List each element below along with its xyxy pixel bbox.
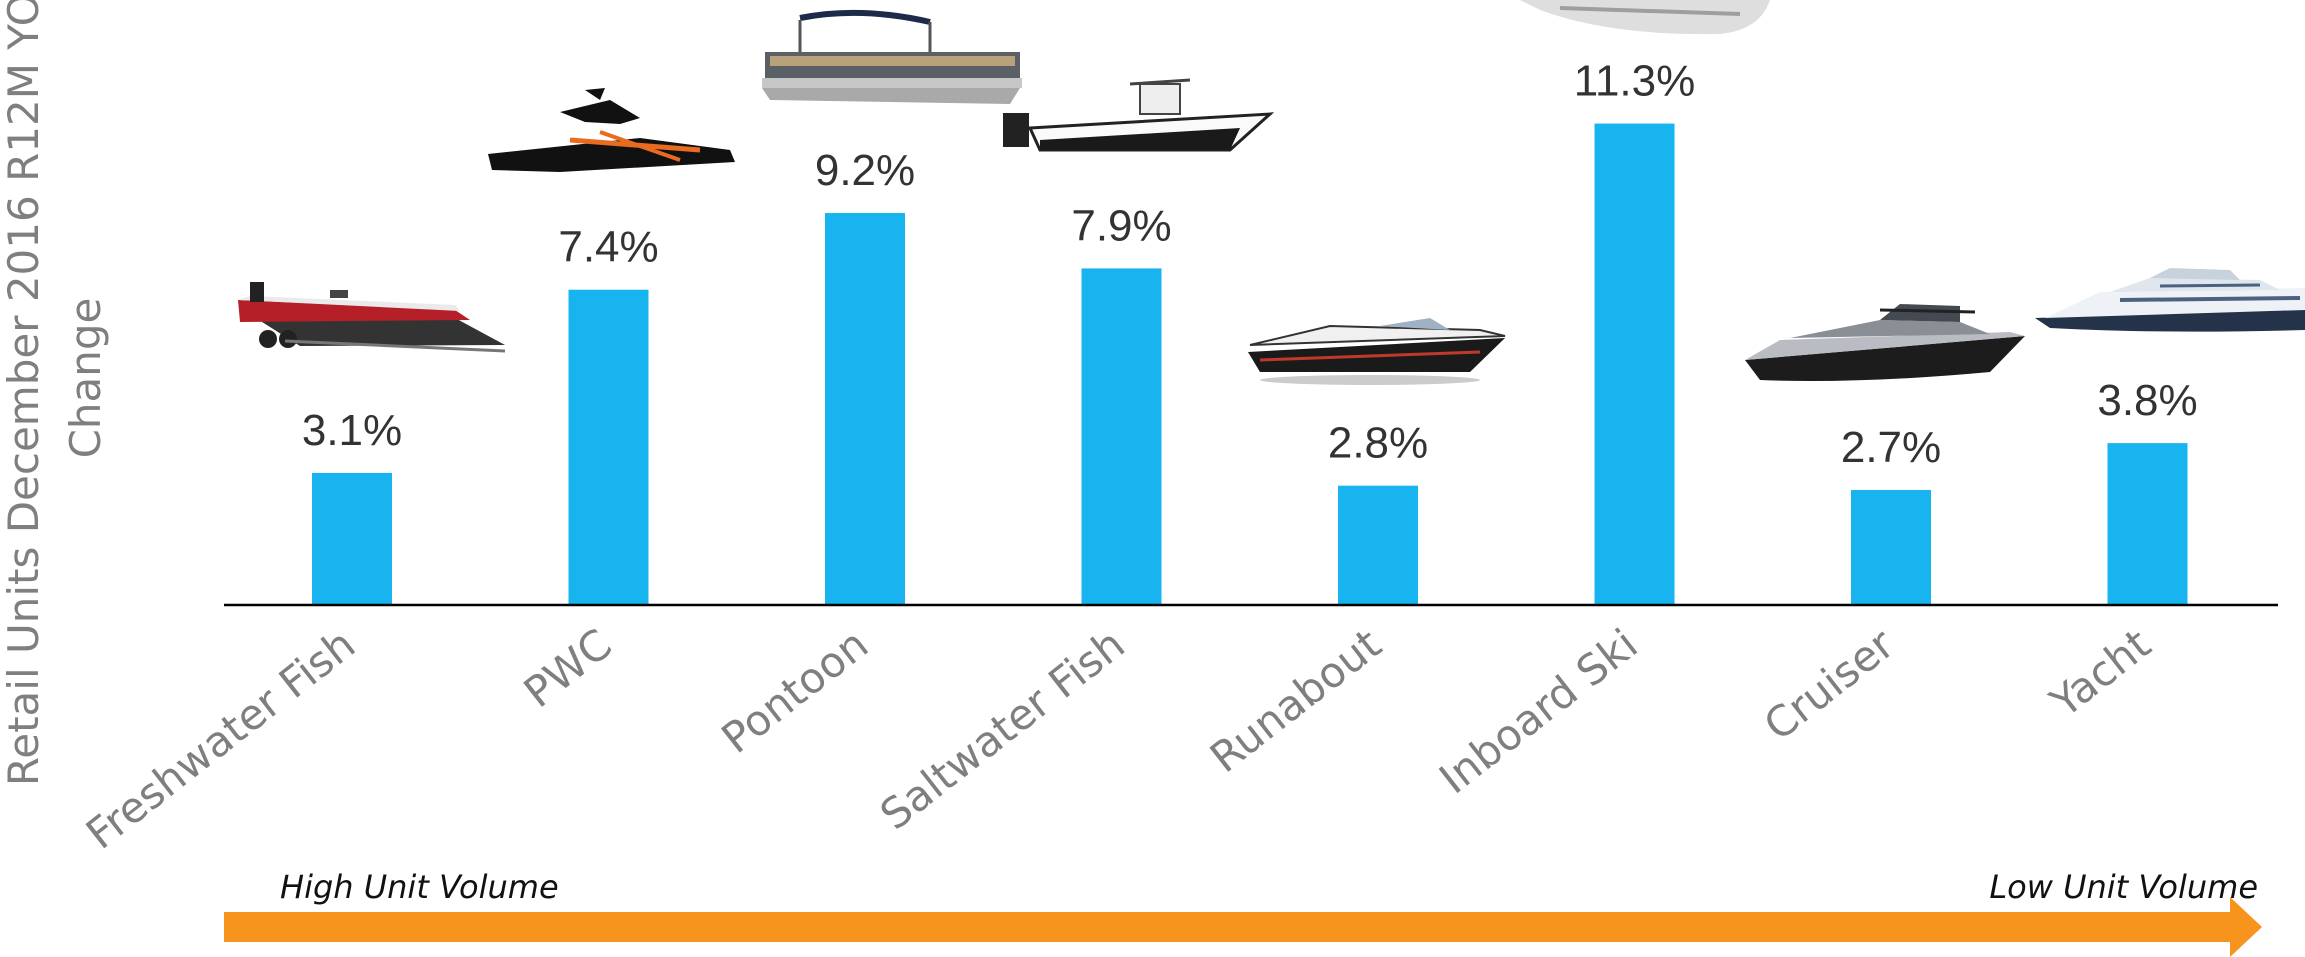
category-label-cruiser: Cruiser [1755, 619, 1904, 750]
data-label-saltwater-fish: 7.9% [1071, 201, 1171, 250]
runabout-boat-icon [1248, 318, 1506, 385]
category-label-pontoon: Pontoon [713, 619, 878, 763]
wake-boat-icon [1520, 0, 1770, 35]
bar-saltwater-fish [1081, 268, 1162, 605]
data-label-pontoon: 9.2% [815, 146, 915, 195]
data-label-cruiser: 2.7% [1841, 423, 1941, 472]
bar-pontoon [825, 213, 905, 605]
low-unit-volume-label: Low Unit Volume [1989, 868, 2258, 906]
value-labels-layer: 3.1% 7.4% 9.2% 7.9% 2.8% 11.3% 2.7% 3.8% [302, 57, 2198, 472]
bars-layer [312, 123, 2188, 605]
bar-cruiser [1851, 489, 1931, 605]
cruiser-boat-icon [1745, 304, 2025, 381]
center-console-boat-icon [1003, 78, 1275, 152]
data-label-yacht: 3.8% [2097, 376, 2197, 425]
data-label-inboard-ski: 11.3% [1574, 57, 1696, 106]
boat-images [238, 0, 2305, 385]
yacht-icon [2035, 268, 2305, 332]
data-label-runabout: 2.8% [1328, 419, 1428, 468]
data-label-freshwater-fish: 3.1% [302, 406, 402, 455]
bar-freshwater-fish [312, 472, 392, 605]
category-label-freshwater-fish: Freshwater Fish [77, 619, 364, 858]
data-label-pwc: 7.4% [558, 223, 658, 272]
personal-watercraft-icon [488, 88, 735, 172]
bar-yacht [2107, 443, 2188, 605]
high-unit-volume-label: High Unit Volume [280, 868, 559, 906]
bar-pwc [568, 289, 649, 605]
unit-volume-arrow: High Unit Volume Low Unit Volume [224, 868, 2262, 957]
y-axis-title-line-1: Retail Units December 2016 R12M YOY [0, 0, 48, 786]
pontoon-boat-icon [762, 9, 1022, 104]
y-axis-title-line-2: Change [61, 298, 110, 459]
category-label-pwc: PWC [515, 619, 621, 717]
category-label-saltwater-fish: Saltwater Fish [871, 619, 1133, 839]
category-label-yacht: Yacht [2041, 619, 2160, 727]
bar-runabout [1338, 485, 1418, 605]
bass-boat-icon [238, 282, 506, 353]
category-label-inboard-ski: Inboard Ski [1430, 619, 1646, 803]
volume-arrow-shape [224, 897, 2262, 957]
bar-inboard-ski [1594, 123, 1675, 605]
category-label-runabout: Runabout [1201, 619, 1390, 782]
